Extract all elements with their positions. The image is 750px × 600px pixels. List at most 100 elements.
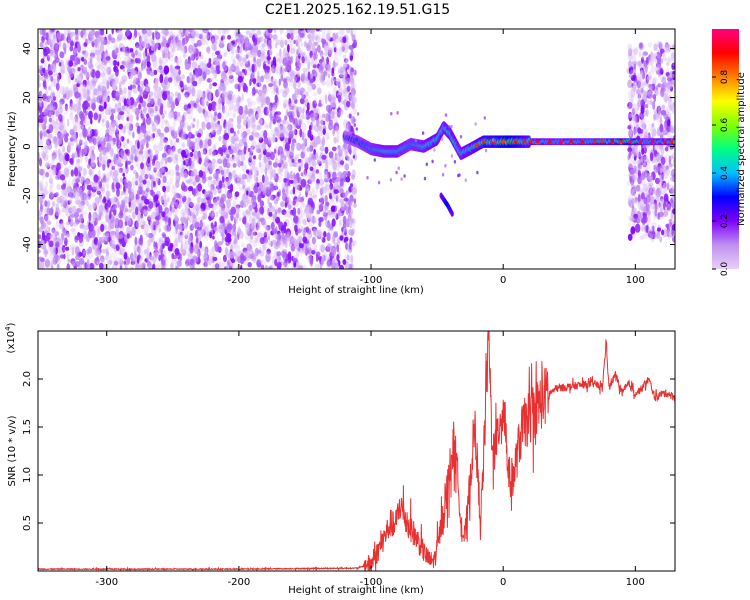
spectrogram-cell [330,198,334,203]
spectrogram-cell [96,95,101,104]
spectrogram-cell [258,135,262,141]
spectrogram-cell [192,166,196,173]
spectrogram-cell [75,33,79,38]
spectrogram-cell [170,139,173,147]
spectrogram-cell [237,94,240,105]
spectrogram-cell [40,89,43,98]
spectrogram-cell [351,96,357,105]
spectrogram-cell [294,88,300,96]
spectrogram-cell [220,36,224,41]
spectrogram-cell [274,78,278,88]
spectrogram-cell [194,130,199,137]
spectrogram-cell [241,114,247,120]
spectrogram-cell [185,231,188,237]
spectrogram-cell [154,78,158,85]
spectrogram-cell [215,172,219,182]
spectrogram-cell [64,241,68,247]
spectrogram-cell [79,202,85,212]
spectrogram-cell [55,82,60,91]
spectrogram-cell [81,84,86,94]
spectrogram-cell [269,205,275,213]
spectrogram-cell [222,158,228,168]
spectrogram-cell [251,124,256,132]
spectrogram-cell [284,202,288,208]
spectrogram-cell [256,113,261,119]
spectrogram-cell [48,240,54,248]
spectrogram-cell [173,110,179,119]
spectrogram-cell [138,174,143,184]
spectrogram-cell [182,37,186,47]
spectrogram-cell [163,65,170,74]
spectrogram-cell [126,54,131,63]
spectrogram-cell [333,62,339,67]
spectrogram-cell [231,230,236,236]
spectrogram-cell [74,121,80,128]
spectrogram-cell [172,120,177,128]
spectrogram-cell [140,162,144,170]
spectrogram-cell [72,124,78,132]
spectrogram-cell [109,60,112,70]
spectrogram-cell [122,142,128,149]
spectrogram-cell [122,67,126,73]
spectrogram-cell [229,127,235,134]
spectrogram-cell [90,55,96,60]
spectrogram-cell [82,29,86,35]
spectrogram-cell [144,210,148,216]
spectrogram-cell [254,63,258,73]
spectrogram-cell [255,177,258,182]
spectrogram-cell [230,55,235,63]
spectrogram-cell [331,247,337,257]
spectrogram-cell [316,87,322,95]
spectrogram-cell [288,149,295,156]
spectrogram-cell [292,257,298,263]
spectrogram-cell [226,153,230,159]
spectrogram-cell [242,43,246,51]
spectrogram-cell [264,223,269,231]
spectrogram-cell [280,201,285,208]
spectrogram-cell [277,191,280,198]
spectrogram-cell [339,160,345,166]
spectrogram-cell [297,80,301,89]
spectrogram-cell [234,243,240,249]
spectrogram-cell [316,210,321,215]
spectrogram-cell [49,174,53,182]
spectrogram-cell [188,131,192,139]
spectrogram-cell [50,39,56,46]
spectrogram-cell [143,29,148,34]
spectrogram-cell [323,231,327,238]
spectrogram-cell [300,42,304,47]
spectrogram-cell [58,114,63,122]
spectrogram-cell [275,42,278,49]
spectrogram-cell [43,189,49,195]
spectrogram-cell [289,130,295,135]
spectrogram-cell [308,35,314,40]
spectrogram-cell [71,131,77,141]
spectrogram-cell [49,191,54,200]
spectrogram-cell [287,122,291,130]
spectrogram-cell [56,90,61,100]
spectrogram-cell [122,196,128,203]
spectrogram-cell [215,65,220,71]
spectrogram-cell [43,60,48,68]
spectrogram-cell [217,86,221,96]
spectrogram-cell [308,102,314,109]
spectrogram-cell [196,89,202,99]
spectrogram-cell [79,224,85,230]
spectrogram-cell [116,37,121,42]
spectrogram-cell [194,247,198,253]
spectrogram-cell [88,110,93,120]
spectrogram-cell [335,195,339,202]
spectrogram-cell [158,56,164,66]
spectrogram-cell [311,160,317,167]
spectrogram-cell [334,87,337,96]
spectrogram-cell [105,209,111,217]
spectrogram-cell [352,39,358,49]
spectrogram-cell [307,144,313,154]
spectrogram-cell [49,39,54,44]
spectrogram-cell [121,90,127,97]
spectrogram-cell [245,30,251,35]
spectrogram-cell [297,207,301,215]
spectrogram-cell [316,35,321,44]
spectrogram-cell [160,118,164,124]
spectrogram-cell [350,200,354,209]
